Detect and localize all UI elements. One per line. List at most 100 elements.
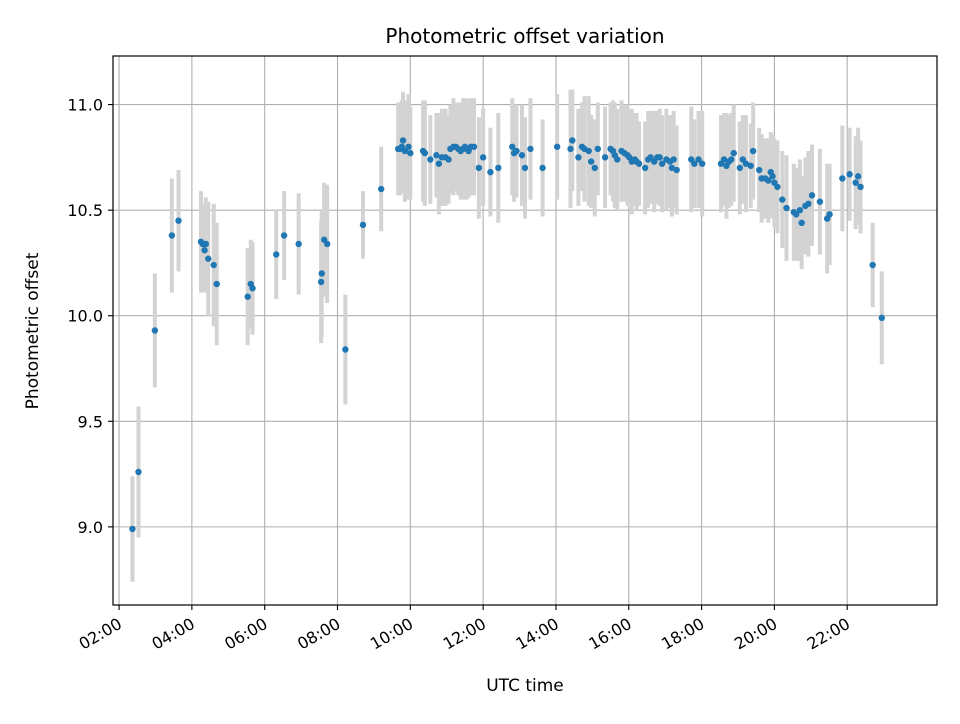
data-point bbox=[730, 149, 737, 157]
data-point bbox=[435, 160, 443, 167]
data-point bbox=[720, 156, 728, 163]
chart-title: Photometric offset variation bbox=[385, 24, 664, 48]
data-point bbox=[846, 171, 853, 178]
data-point bbox=[509, 143, 516, 150]
data-point bbox=[421, 149, 429, 157]
data-point bbox=[407, 149, 414, 157]
data-point bbox=[658, 160, 666, 167]
data-point bbox=[673, 166, 680, 174]
data-point bbox=[798, 219, 805, 227]
y-tick-label: 11.0 bbox=[67, 96, 103, 115]
data-point bbox=[427, 156, 434, 163]
y-tick-label: 10.0 bbox=[67, 307, 103, 326]
data-point bbox=[808, 192, 816, 199]
data-point bbox=[527, 145, 534, 153]
data-point bbox=[205, 255, 212, 262]
data-point bbox=[323, 240, 331, 248]
data-point bbox=[201, 247, 208, 254]
data-point bbox=[401, 147, 409, 155]
data-point bbox=[591, 164, 598, 172]
data-point bbox=[479, 154, 487, 161]
data-point bbox=[359, 221, 367, 229]
y-tick-label: 9.5 bbox=[78, 412, 103, 431]
data-point bbox=[399, 137, 407, 144]
data-point bbox=[342, 346, 349, 353]
data-point bbox=[594, 145, 602, 153]
y-axis: 9.0 9.5 10.0 10.5 11.0 bbox=[67, 96, 113, 537]
data-point bbox=[747, 162, 754, 169]
data-point bbox=[433, 152, 440, 159]
data-point bbox=[377, 185, 385, 193]
data-point bbox=[656, 154, 663, 161]
data-point bbox=[668, 164, 676, 172]
y-tick-label: 10.5 bbox=[67, 201, 103, 220]
data-point bbox=[635, 160, 643, 167]
data-point bbox=[878, 314, 885, 322]
data-point bbox=[601, 154, 609, 161]
data-point bbox=[793, 211, 800, 218]
data-point bbox=[769, 173, 776, 180]
data-point bbox=[487, 168, 494, 176]
data-point bbox=[585, 147, 592, 155]
data-point bbox=[475, 164, 483, 172]
data-point bbox=[151, 327, 159, 334]
data-point bbox=[854, 173, 862, 180]
data-point bbox=[698, 160, 706, 167]
data-point bbox=[513, 147, 520, 155]
data-point bbox=[869, 261, 876, 269]
data-point bbox=[244, 293, 251, 300]
data-point bbox=[249, 285, 256, 292]
y-axis-label: Photometric offset bbox=[23, 252, 43, 409]
data-point bbox=[691, 160, 698, 167]
data-points bbox=[129, 137, 885, 533]
data-point bbox=[826, 211, 833, 218]
data-point bbox=[756, 166, 763, 174]
data-point bbox=[317, 278, 325, 286]
data-point bbox=[318, 270, 325, 277]
data-point bbox=[641, 164, 649, 172]
data-point bbox=[567, 145, 574, 153]
data-point bbox=[742, 160, 750, 167]
data-point bbox=[783, 204, 790, 212]
data-point bbox=[647, 154, 654, 161]
data-point bbox=[521, 164, 529, 172]
data-point bbox=[587, 158, 595, 165]
data-point bbox=[273, 251, 280, 258]
data-point bbox=[749, 147, 757, 155]
data-point bbox=[728, 156, 735, 163]
data-point bbox=[553, 143, 561, 150]
data-point bbox=[614, 156, 621, 163]
data-point bbox=[539, 164, 546, 172]
data-point bbox=[129, 525, 136, 533]
data-point bbox=[805, 200, 812, 208]
data-point bbox=[280, 232, 288, 239]
data-point bbox=[135, 468, 142, 476]
data-point bbox=[796, 206, 804, 214]
data-point bbox=[816, 198, 824, 205]
data-point bbox=[168, 232, 176, 239]
data-point bbox=[405, 143, 412, 150]
data-point bbox=[779, 196, 786, 203]
plot-area-frame bbox=[112, 55, 938, 606]
data-point bbox=[852, 179, 859, 186]
data-point bbox=[175, 217, 182, 224]
data-point bbox=[695, 156, 702, 163]
x-axis-label: UTC time bbox=[486, 676, 564, 696]
data-point bbox=[839, 175, 846, 182]
data-point bbox=[445, 156, 452, 163]
data-point bbox=[569, 137, 576, 144]
y-tick-label: 9.0 bbox=[78, 518, 103, 537]
data-point bbox=[213, 280, 220, 288]
data-point bbox=[495, 164, 502, 172]
data-point bbox=[202, 240, 210, 248]
data-point bbox=[575, 154, 582, 161]
data-point bbox=[295, 240, 302, 248]
data-point bbox=[518, 152, 526, 159]
data-point bbox=[765, 177, 772, 184]
data-point bbox=[470, 143, 478, 150]
data-point bbox=[736, 164, 743, 172]
data-point bbox=[857, 183, 864, 191]
data-point bbox=[670, 156, 677, 163]
